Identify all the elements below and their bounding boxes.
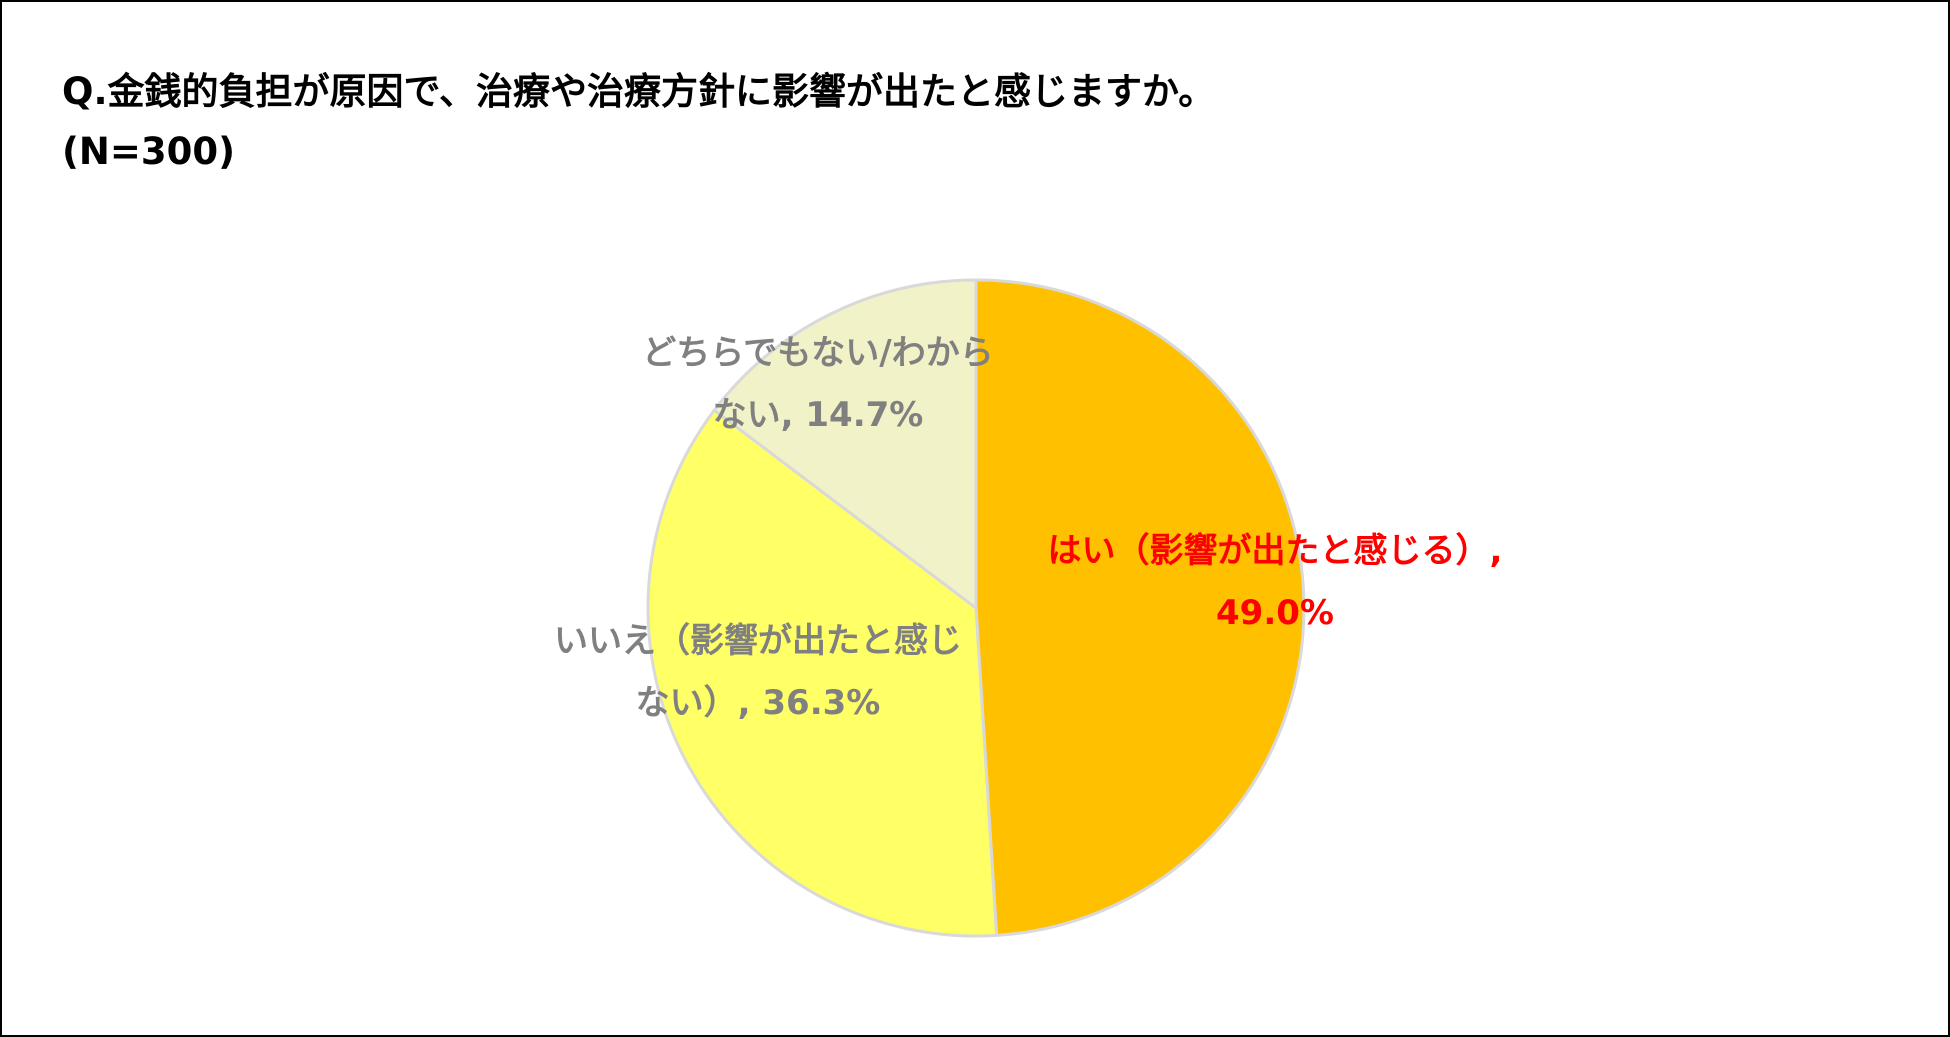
chart-title-block: Q.金銭的負担が原因で、治療や治療方針に影響が出たと感じますか。 (N=300) (62, 62, 1215, 182)
pie-labels: はい（影響が出たと感じる）, 49.0% いいえ（影響が出たと感じない）, 36.3… (554, 333, 1502, 723)
data-label-1-line-2: 49.0% (1216, 593, 1334, 633)
data-label-3: どちらでもない/わからない, 14.7% (642, 333, 993, 435)
data-label-1-line-1: はい（影響が出たと感じる）, (1048, 531, 1503, 571)
chart-subtitle: (N=300) (62, 130, 236, 173)
pie-slices (646, 278, 1306, 938)
pie-slice-3 (712, 278, 978, 610)
data-label-3-line-2: ない, 14.7% (713, 395, 924, 435)
data-label-2: いいえ（影響が出たと感じない）, 36.3% (554, 621, 962, 723)
chart-title: Q.金銭的負担が原因で、治療や治療方針に影響が出たと感じますか。 (62, 70, 1216, 113)
data-label-3-line-1: どちらでもない/わから (642, 333, 993, 373)
data-label-1: はい（影響が出たと感じる）, 49.0% (1048, 531, 1503, 633)
data-label-2-line-2: ない）, 36.3% (636, 683, 881, 723)
data-label-2-line-1: いいえ（影響が出たと感じ (554, 621, 962, 661)
pie-slice-2 (646, 408, 999, 938)
pie-slice-1 (974, 278, 1306, 937)
